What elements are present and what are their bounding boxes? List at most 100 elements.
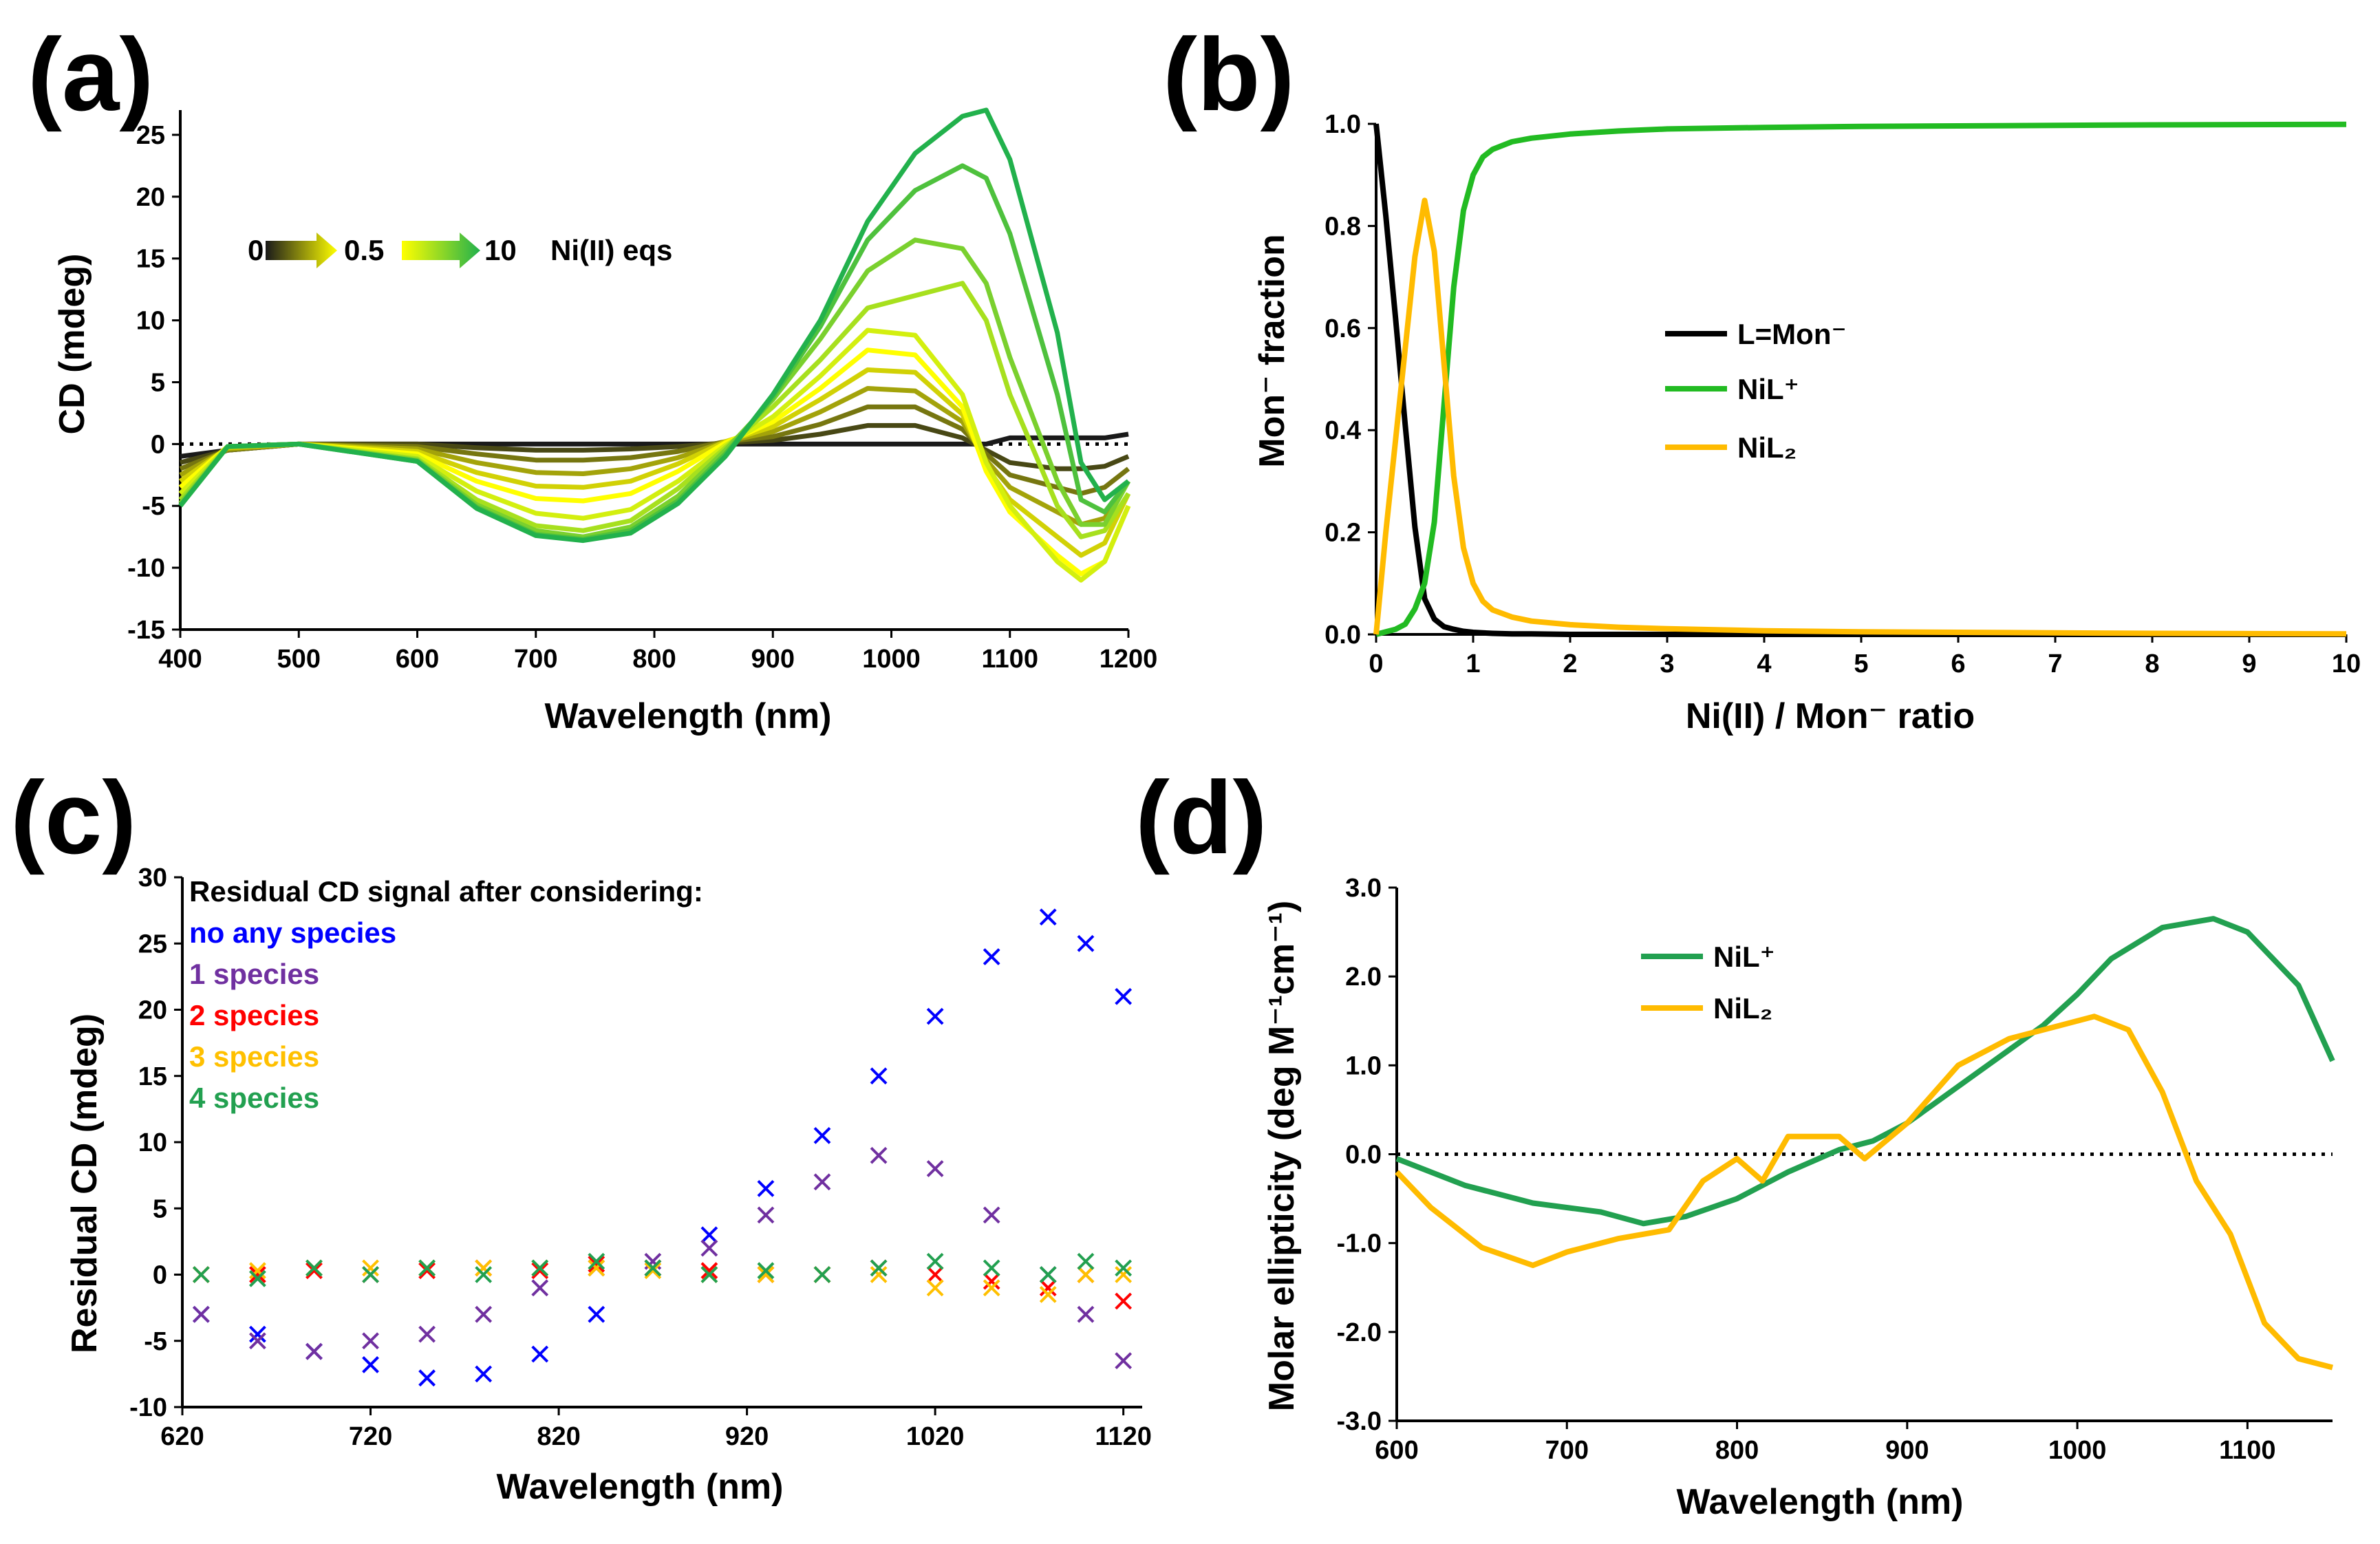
c-point-marker [588, 1259, 605, 1277]
c-point-marker [700, 1226, 718, 1244]
c-point-marker [700, 1239, 718, 1257]
a-series-line [178, 367, 1131, 558]
c-y-tick-label: -10 [129, 1393, 167, 1422]
c-series-markers [192, 1146, 1133, 1370]
d-y-tick-label: 1.0 [1345, 1051, 1382, 1080]
c-point-marker [531, 1259, 549, 1277]
d-y-tick-label: -3.0 [1337, 1407, 1382, 1436]
c-y-tick-label: 10 [138, 1128, 167, 1157]
a-axes: 400 500 600 700 800 900 1000 1100 1200 -15 -10 -5 0 5… [127, 110, 1157, 674]
c-point-marker [588, 1305, 605, 1323]
b-y-tick-label: 0.4 [1325, 416, 1361, 445]
c-point-marker [644, 1262, 662, 1280]
c-y-tick-label: 5 [153, 1194, 167, 1223]
c-point-marker [926, 1252, 944, 1270]
b-x-tick-label: 0 [1369, 650, 1383, 678]
c-point-marker [305, 1342, 323, 1360]
a-series-line [179, 404, 1130, 496]
panel-label-c: (c) [10, 760, 136, 875]
d-y-tick-label: 2.0 [1345, 963, 1382, 991]
b-x-tick-label: 6 [1951, 650, 1965, 678]
c-point-marker [248, 1266, 266, 1283]
a-y-tick-label: -15 [127, 616, 165, 645]
d-x-axis-label: Wavelength (nm) [1677, 1482, 1964, 1522]
c-point-marker [926, 1007, 944, 1025]
c-y-tick-label: 0 [153, 1261, 167, 1290]
c-point-marker [418, 1262, 436, 1280]
b-axes: 0 1 2 3 4 5 6 7 8 9 10 0.0 0.2 0.4 0.6 0.8 1.0 [1325, 110, 2361, 678]
d-y-tick-label: 0.0 [1345, 1141, 1382, 1170]
b-y-tick-label: 0.0 [1325, 621, 1361, 650]
a-x-tick-label: 600 [396, 645, 439, 674]
a-y-tick-label: -5 [142, 492, 165, 521]
c-y-tick-label: 20 [138, 996, 167, 1025]
a-legend-suffix: Ni(II) eqs [550, 234, 672, 266]
c-point-marker [531, 1262, 549, 1280]
c-point-marker [531, 1345, 549, 1363]
b-x-tick-label: 10 [2332, 650, 2361, 678]
c-point-marker [870, 1146, 888, 1164]
a-legend-arrow-2 [402, 233, 480, 268]
a-y-tick-label: 25 [136, 121, 165, 150]
d-y-tick-label: 3.0 [1345, 874, 1382, 903]
c-series-markers [192, 1255, 1133, 1310]
c-point-marker [475, 1259, 493, 1277]
c-point-marker [983, 1259, 1000, 1277]
c-y-tick-label: -5 [144, 1327, 167, 1356]
a-x-tick-label: 500 [277, 645, 321, 674]
a-x-tick-label: 700 [514, 645, 557, 674]
c-y-tick-label: 30 [138, 864, 167, 892]
d-axes: 600 700 800 900 1000 1100 -3.0 -2.0 -1.0 0.0 1.0 2.… [1337, 874, 2333, 1465]
c-y-tick-label: 15 [138, 1062, 167, 1091]
c-point-marker [983, 1206, 1000, 1224]
a-x-axis-label: Wavelength (nm) [545, 696, 832, 736]
d-x-tick-label: 800 [1715, 1436, 1759, 1465]
c-point-marker [700, 1266, 718, 1283]
c-point-marker [1115, 1259, 1133, 1277]
c-point-marker [1039, 1266, 1057, 1283]
c-series-markers [192, 908, 1133, 1387]
a-legend-end: 10 [484, 234, 517, 266]
c-x-tick-label: 1020 [906, 1422, 965, 1451]
b-x-tick-label: 1 [1466, 650, 1480, 678]
c-point-marker [757, 1266, 775, 1283]
a-legend-arrow-1 [266, 233, 337, 268]
c-point-marker [305, 1259, 323, 1277]
c-point-marker [418, 1325, 436, 1343]
d-series-line [1395, 1014, 2334, 1371]
c-point-marker [362, 1332, 379, 1350]
c-point-marker [248, 1269, 266, 1287]
c-point-marker [418, 1369, 436, 1387]
b-x-axis-label: Ni(II) / Mon⁻ ratio [1686, 696, 1975, 736]
c-point-marker [983, 948, 1000, 965]
a-y-tick-label: 5 [151, 368, 165, 397]
a-series-line [178, 281, 1130, 539]
c-point-marker [813, 1266, 831, 1283]
c-point-marker [870, 1067, 888, 1085]
c-x-tick-label: 720 [349, 1422, 392, 1451]
c-legend-title: Residual CD signal after considering: [189, 875, 703, 908]
a-x-tick-label: 1100 [982, 645, 1038, 674]
c-legend-label-0: no any species [189, 916, 396, 949]
c-point-marker [362, 1266, 379, 1283]
c-point-marker [248, 1325, 266, 1343]
c-point-marker [1039, 1279, 1057, 1297]
c-point-marker [813, 1126, 831, 1144]
b-x-tick-label: 8 [2145, 650, 2159, 678]
b-x-tick-label: 2 [1563, 650, 1577, 678]
a-series-line [178, 237, 1131, 539]
b-y-tick-label: 0.6 [1325, 314, 1361, 343]
a-y-tick-label: -10 [127, 554, 165, 583]
c-point-marker [1115, 1292, 1133, 1310]
c-point-marker [983, 1279, 1000, 1297]
c-x-tick-label: 1120 [1095, 1422, 1151, 1451]
a-series-line [178, 328, 1131, 583]
c-point-marker [813, 1173, 831, 1191]
b-x-tick-label: 5 [1854, 650, 1868, 678]
d-legend-label-nil: NiL⁺ [1713, 941, 1775, 973]
c-x-tick-label: 920 [725, 1422, 769, 1451]
c-point-marker [248, 1262, 266, 1280]
b-y-tick-label: 0.2 [1325, 519, 1361, 548]
c-point-marker [305, 1262, 323, 1280]
